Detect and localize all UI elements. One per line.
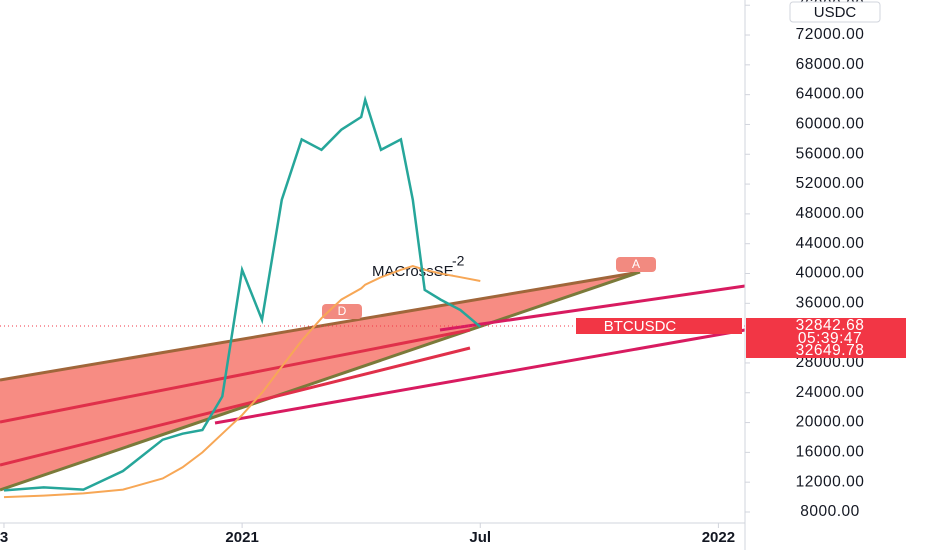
y-tick-label: 44000.00 — [796, 235, 865, 252]
price: 32842.68 — [796, 317, 865, 334]
label-a: A — [632, 257, 640, 271]
label-d: D — [338, 304, 347, 318]
y-tick-label: 52000.00 — [796, 175, 865, 192]
y-tick-label: 24000.00 — [796, 384, 865, 401]
pattern-edge — [0, 270, 641, 492]
y-tick-label: 16000.00 — [796, 443, 865, 460]
y-tick-label: 68000.00 — [796, 56, 865, 73]
pattern-line — [0, 328, 471, 424]
symbol-tag — [576, 318, 742, 334]
x-tick-label: Jul — [469, 529, 491, 546]
x-tick-label: 2021 — [225, 529, 258, 546]
y-tick-label: 20000.00 — [796, 414, 865, 431]
y-tick-label: 60000.00 — [796, 116, 865, 133]
y-tick-label: 72000.00 — [796, 26, 865, 43]
signal: -2 — [452, 253, 465, 269]
x-tick-label: 3 — [0, 529, 8, 546]
y-tick-label: 36000.00 — [796, 294, 865, 311]
price-tag — [746, 318, 906, 358]
countdown: 05:39:47 — [798, 330, 862, 347]
pattern-line — [0, 346, 471, 467]
y-tick-label: 40000.00 — [796, 265, 865, 282]
y-tick-label: 8000.00 — [800, 503, 860, 520]
y-tick-label: 56000.00 — [796, 145, 865, 162]
x-tick-label: 2022 — [702, 529, 735, 546]
trend-line — [439, 284, 746, 332]
y-tick-label: 12000.00 — [796, 473, 865, 490]
currency: USDC — [814, 4, 857, 21]
y-tick-label: 48000.00 — [796, 205, 865, 222]
series-line — [3, 95, 482, 492]
y-tick-label: 64000.00 — [796, 86, 865, 103]
label-box — [616, 257, 656, 272]
y-tick-label: 28000.00 — [796, 354, 865, 371]
series-line — [3, 265, 481, 499]
symbol-label: BTCUSDC — [604, 318, 677, 335]
strategy: MACrossSE — [372, 263, 454, 280]
currency-box — [789, 1, 881, 23]
low-price: 32649.78 — [796, 342, 865, 359]
trend-line — [214, 328, 746, 425]
